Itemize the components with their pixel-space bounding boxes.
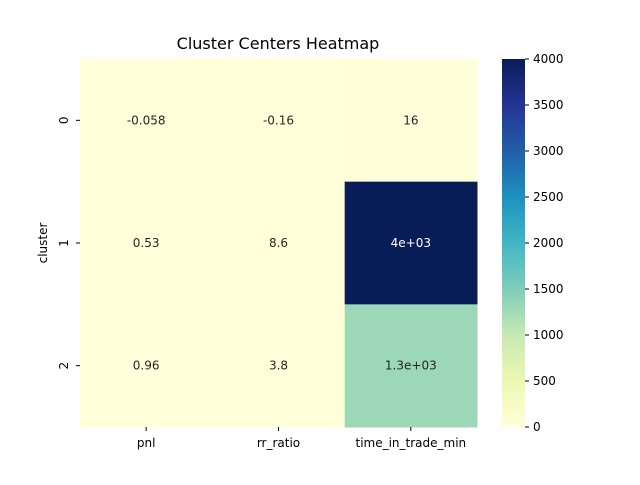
x-tick-label-1: rr_ratio [257, 436, 300, 450]
x-tick-label-0: pnl [137, 436, 156, 450]
y-tick-label-1: 1 [57, 239, 71, 247]
colorbar [502, 59, 525, 427]
y-tick-label-0: 0 [57, 117, 71, 125]
cell-annotation-r1-c1: 8.6 [269, 236, 288, 250]
colorbar-ticks: 0 500 1000 1500 2000 2500 3000 3500 4000 [525, 52, 564, 434]
y-tick-label-2: 2 [57, 362, 71, 370]
heatmap-cell-r1-c2 [344, 181, 478, 305]
y-axis-ticks: 0 1 2 [57, 117, 80, 370]
heatmap-cell-r0-c0 [80, 59, 213, 183]
colorbar-tick-label-8: 4000 [533, 52, 564, 66]
cell-annotation-r0-c2: 16 [403, 113, 418, 127]
heatmap-cell-r0-c2 [344, 59, 478, 183]
heatmap-cell-r2-c2 [344, 304, 478, 428]
colorbar-tick-label-0: 0 [533, 420, 541, 434]
heatmap-cell-r2-c0 [80, 304, 213, 428]
cell-annotation-r2-c0: 0.96 [133, 359, 160, 373]
heatmap-cells [80, 59, 478, 428]
cell-annotation-r1-c2: 4e+03 [391, 236, 431, 250]
x-tick-label-2: time_in_trade_min [355, 436, 466, 450]
heatmap-cell-r0-c1 [212, 59, 346, 183]
colorbar-tick-label-6: 3000 [533, 144, 564, 158]
cell-annotation-r1-c0: 0.53 [133, 236, 160, 250]
cell-annotation-r0-c1: -0.16 [263, 113, 294, 127]
cell-annotation-r2-c1: 3.8 [269, 359, 288, 373]
colorbar-tick-label-2: 1000 [533, 328, 564, 342]
colorbar-tick-label-5: 2500 [533, 190, 564, 204]
heatmap-annotations: -0.058 -0.16 16 0.53 8.6 4e+03 0.96 3.8 1.3e+03 [127, 113, 437, 372]
colorbar-tick-label-7: 3500 [533, 98, 564, 112]
cell-annotation-r2-c2: 1.3e+03 [385, 359, 437, 373]
x-axis-ticks: pnl rr_ratio time_in_trade_min [137, 427, 466, 450]
colorbar-tick-label-4: 2000 [533, 236, 564, 250]
heatmap-cell-r2-c1 [212, 304, 346, 428]
chart-title: Cluster Centers Heatmap [177, 34, 380, 53]
heatmap-cell-r1-c1 [212, 181, 346, 305]
cell-annotation-r0-c0: -0.058 [127, 113, 166, 127]
y-axis-label: cluster [36, 223, 50, 264]
colorbar-tick-label-3: 1500 [533, 282, 564, 296]
heatmap-cell-r1-c0 [80, 181, 213, 305]
colorbar-gradient [502, 59, 525, 427]
colorbar-tick-label-1: 500 [533, 374, 556, 388]
